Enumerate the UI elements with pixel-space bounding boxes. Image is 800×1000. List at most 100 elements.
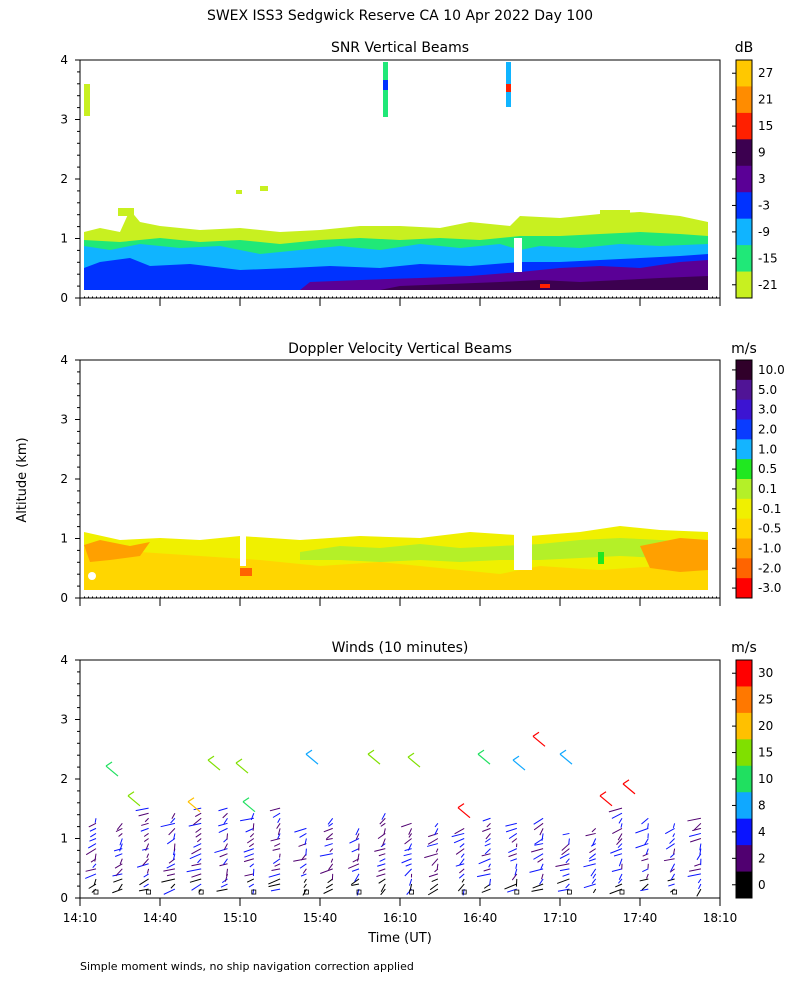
wind-barb [618, 873, 623, 880]
wind-barb [271, 868, 281, 871]
wind-barb [644, 838, 649, 846]
snr-unit: dB [735, 40, 754, 56]
wind-barb [112, 888, 123, 894]
wind-barb [617, 878, 623, 884]
colorbar-label: -3.0 [758, 581, 781, 595]
wind-barb [118, 833, 123, 837]
colorbar-swatch [736, 765, 752, 793]
wind-barb [300, 873, 307, 877]
winds-frame [79, 659, 721, 899]
wind-barb [458, 873, 465, 879]
colorbar-label: 3.0 [758, 403, 777, 417]
wind-barb [143, 838, 149, 842]
wind-barb [195, 827, 202, 833]
wind-barb [541, 833, 544, 841]
wind-barb [194, 812, 202, 818]
wind-barb [377, 863, 386, 867]
wind-barb [90, 833, 97, 838]
wind-barb [663, 858, 675, 862]
doppler-layer-down [640, 538, 708, 572]
y-tick-label: 3 [60, 713, 68, 727]
wind-barb [458, 858, 465, 866]
wind-barb [379, 858, 386, 862]
y-tick-label: 0 [60, 591, 68, 605]
wind-barb [303, 883, 307, 889]
wind-barb [404, 868, 412, 877]
winds-panel: Winds (10 minutes) 0 1 2 3 4 14:10 14:40 15:10 1… [60, 640, 773, 925]
colorbar-swatch [736, 558, 752, 579]
wind-barb [488, 863, 491, 868]
wind-barb [191, 873, 202, 878]
wind-barb [428, 832, 439, 838]
colorbar-swatch [736, 578, 752, 599]
wind-barb [590, 843, 596, 847]
colorbar-swatch [736, 399, 752, 420]
colorbar-swatch [736, 192, 752, 220]
colorbar-swatch [736, 686, 752, 714]
x-tick-label: 17:40 [623, 911, 658, 925]
wind-barb [242, 801, 256, 813]
wind-barb [377, 833, 386, 840]
wind-barb [367, 749, 375, 755]
colorbar-swatch [736, 439, 752, 460]
wind-barb [119, 843, 123, 852]
wind-barb [168, 858, 176, 864]
wind-barb [477, 753, 491, 765]
wind-barb [378, 868, 386, 872]
wind-barb [193, 817, 202, 826]
wind-barb [669, 868, 675, 873]
colorbar-label: 15 [758, 746, 773, 760]
wind-barb [196, 838, 202, 843]
colorbar-swatch [736, 660, 752, 687]
wind-barb [511, 838, 518, 843]
wind-barb [299, 863, 307, 869]
wind-barb [244, 873, 254, 877]
wind-barb [455, 848, 465, 855]
wind-barb [407, 752, 415, 758]
colorbar-swatch [736, 459, 752, 480]
wind-barb [173, 843, 176, 852]
wind-barb [670, 873, 676, 881]
snr-patch [260, 186, 268, 191]
colorbar-label: -3 [758, 198, 770, 212]
wind-barb [532, 735, 546, 747]
wind-barb [561, 843, 570, 851]
wind-barb [434, 868, 439, 873]
wind-barb [248, 843, 255, 848]
wind-barb [459, 868, 465, 874]
wind-barb [116, 823, 123, 830]
wind-barb [223, 817, 228, 825]
wind-barb [193, 843, 202, 848]
wind-barb [401, 822, 412, 828]
colorbar-swatch [736, 60, 752, 87]
wind-barb [407, 756, 421, 768]
wind-barb [592, 873, 597, 879]
colorbar-swatch [736, 818, 752, 846]
wind-barb [484, 848, 491, 855]
colorbar-swatch [736, 518, 752, 539]
wind-barb [221, 878, 228, 884]
wind-barb [329, 848, 334, 853]
wind-barb [163, 868, 175, 872]
wind-barb [514, 868, 518, 876]
wind-barb [170, 883, 176, 889]
snr-title: SNR Vertical Beams [331, 40, 469, 56]
wind-barb [171, 812, 176, 820]
wind-barb [555, 863, 570, 868]
wind-barb [461, 878, 465, 883]
colorbar-swatch [736, 245, 752, 272]
wind-barb [243, 858, 254, 863]
x-tick-label: 14:10 [63, 911, 98, 925]
wind-barb [324, 843, 333, 847]
y-tick-label: 1 [60, 232, 68, 246]
wind-barb [428, 873, 439, 878]
colorbar-label: -9 [758, 225, 770, 239]
doppler-colorbar: 10.0 5.0 3.0 2.0 1.0 0.5 0.1 -0.1 -0.5 -1.0 -2.0 -3… [732, 359, 785, 599]
wind-barb [197, 858, 202, 864]
wind-barb [376, 873, 386, 877]
calm-marker [672, 889, 677, 895]
wind-barb [88, 822, 97, 828]
wind-barb [664, 827, 675, 835]
wind-barb [531, 848, 544, 853]
